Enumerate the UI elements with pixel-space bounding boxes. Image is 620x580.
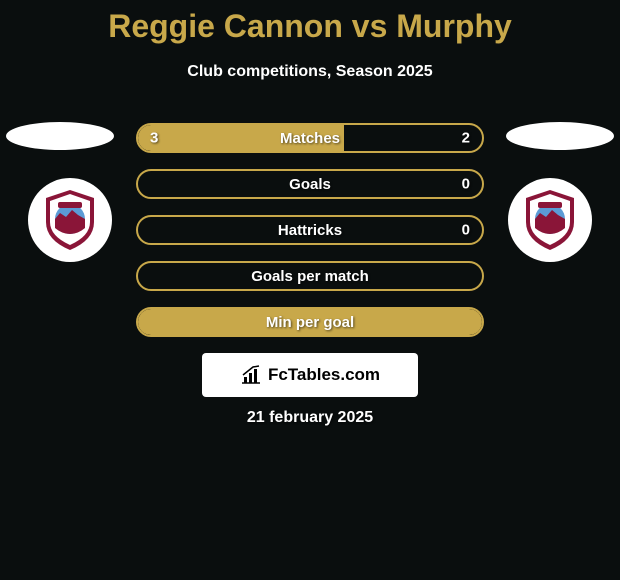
page-title: Reggie Cannon vs Murphy [0,0,620,45]
brand-text: FcTables.com [268,365,380,385]
stat-label: Goals per match [251,268,369,285]
stats-area: 3 Matches 2 Goals 0 Hattricks 0 Goals pe… [136,123,484,353]
stat-label: Hattricks [278,222,342,239]
brand-box: FcTables.com [202,353,418,397]
bar-chart-icon [240,365,262,385]
club-badge-left [28,178,112,262]
stat-band-min-per-goal: Min per goal [136,307,484,337]
stat-band-matches: 3 Matches 2 [136,123,484,153]
stat-right-value: 0 [462,176,470,193]
stat-band-goals: Goals 0 [136,169,484,199]
club-badge-right [508,178,592,262]
colorado-rapids-badge-icon [518,188,582,252]
stat-band-goals-per-match: Goals per match [136,261,484,291]
player-left-avatar-placeholder [6,122,114,150]
stat-left-value: 3 [150,130,158,147]
stat-label: Goals [289,176,331,193]
stat-label: Matches [280,130,340,147]
colorado-rapids-badge-icon [38,188,102,252]
stat-band-hattricks: Hattricks 0 [136,215,484,245]
stat-right-value: 2 [462,130,470,147]
footer-date: 21 february 2025 [0,409,620,427]
stat-right-value: 0 [462,222,470,239]
stat-label: Min per goal [266,314,354,331]
player-right-avatar-placeholder [506,122,614,150]
page-subtitle: Club competitions, Season 2025 [0,63,620,81]
